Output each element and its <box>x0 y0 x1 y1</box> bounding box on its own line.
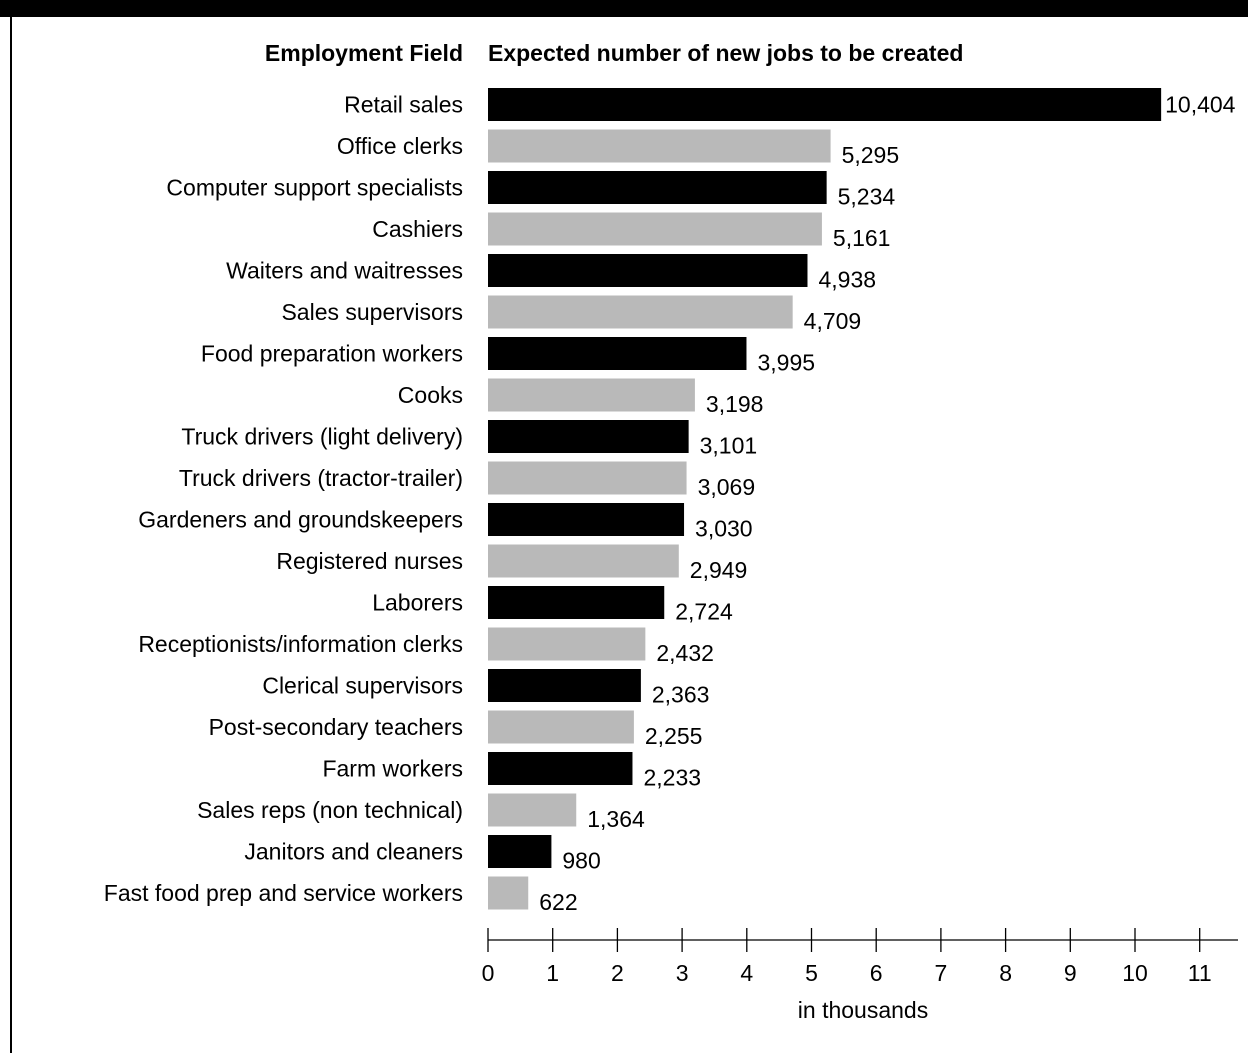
category-label: Fast food prep and service workers <box>104 880 463 906</box>
x-tick-label: 6 <box>870 960 883 986</box>
bar <box>488 171 827 204</box>
category-label: Truck drivers (tractor-trailer) <box>179 465 463 491</box>
category-label: Post-secondary teachers <box>209 714 463 740</box>
bar <box>488 752 633 785</box>
value-label: 3,030 <box>695 516 753 542</box>
x-tick-label: 8 <box>999 960 1012 986</box>
value-label: 4,709 <box>804 308 862 334</box>
category-label: Computer support specialists <box>166 175 463 201</box>
category-label: Cooks <box>398 382 463 408</box>
bar <box>488 461 687 495</box>
top-frame-band <box>0 0 1248 17</box>
category-label: Food preparation workers <box>201 341 463 367</box>
value-label: 2,233 <box>643 765 701 791</box>
value-label: 2,255 <box>645 723 703 749</box>
category-label: Truck drivers (light delivery) <box>181 424 463 450</box>
value-label: 3,101 <box>700 433 758 459</box>
value-label: 1,364 <box>587 806 645 832</box>
x-tick-label: 11 <box>1188 960 1212 986</box>
value-label: 4,938 <box>818 267 876 293</box>
bar <box>488 710 634 744</box>
x-tick-label: 4 <box>740 960 753 986</box>
category-label: Gardeners and groundskeepers <box>138 507 463 533</box>
bar <box>488 378 695 412</box>
value-label: 5,234 <box>838 184 896 210</box>
x-tick-label: 10 <box>1122 960 1148 986</box>
chart-title: Expected number of new jobs to be create… <box>488 40 963 66</box>
category-label: Clerical supervisors <box>262 673 463 699</box>
category-label: Receptionists/information clerks <box>138 631 463 657</box>
x-tick-label: 2 <box>611 960 624 986</box>
bar <box>488 88 1162 121</box>
x-tick-label: 3 <box>676 960 689 986</box>
bar <box>488 627 646 661</box>
value-label: 2,949 <box>690 557 748 583</box>
value-label: 2,432 <box>656 640 714 666</box>
bar <box>488 420 689 453</box>
value-label: 10,404 <box>1165 92 1236 118</box>
bar <box>488 544 679 578</box>
category-label: Sales reps (non technical) <box>197 797 463 823</box>
value-label: 3,995 <box>757 350 815 376</box>
value-label: 5,161 <box>833 225 891 251</box>
value-label: 980 <box>562 848 600 874</box>
bars-group: Retail sales 10,404 Office clerks 5,295 Comp… <box>104 88 1236 915</box>
category-label: Retail sales <box>344 92 463 118</box>
category-label: Sales supervisors <box>281 299 463 325</box>
bar <box>488 254 808 287</box>
x-tick-label: 0 <box>482 960 495 986</box>
left-frame-border <box>10 17 12 1053</box>
category-label: Office clerks <box>337 133 463 159</box>
value-label: 3,069 <box>698 474 756 500</box>
value-label: 2,724 <box>675 599 733 625</box>
value-label: 5,295 <box>842 142 900 168</box>
value-label: 2,363 <box>652 682 710 708</box>
x-axis: 0 1 2 3 4 5 6 7 8 9 10 11 <box>482 928 1238 986</box>
category-label: Farm workers <box>322 756 463 782</box>
x-tick-label: 5 <box>805 960 818 986</box>
bar <box>488 669 641 702</box>
bar <box>488 337 747 370</box>
x-tick-label: 1 <box>546 960 559 986</box>
category-label: Waiters and waitresses <box>226 258 463 284</box>
bar <box>488 295 793 329</box>
bar <box>488 129 831 163</box>
bar <box>488 503 685 536</box>
bar <box>488 586 665 619</box>
x-tick-label: 9 <box>1064 960 1077 986</box>
bar <box>488 876 529 910</box>
value-label: 3,198 <box>706 391 764 417</box>
bar <box>488 835 552 868</box>
bar <box>488 793 577 827</box>
category-header: Employment Field <box>265 40 463 66</box>
category-label: Janitors and cleaners <box>244 839 463 865</box>
value-label: 622 <box>539 889 577 915</box>
x-axis-title: in thousands <box>798 997 928 1023</box>
category-label: Cashiers <box>372 216 463 242</box>
category-label: Laborers <box>372 590 463 616</box>
category-label: Registered nurses <box>276 548 463 574</box>
bar <box>488 212 822 246</box>
x-tick-label: 7 <box>935 960 948 986</box>
